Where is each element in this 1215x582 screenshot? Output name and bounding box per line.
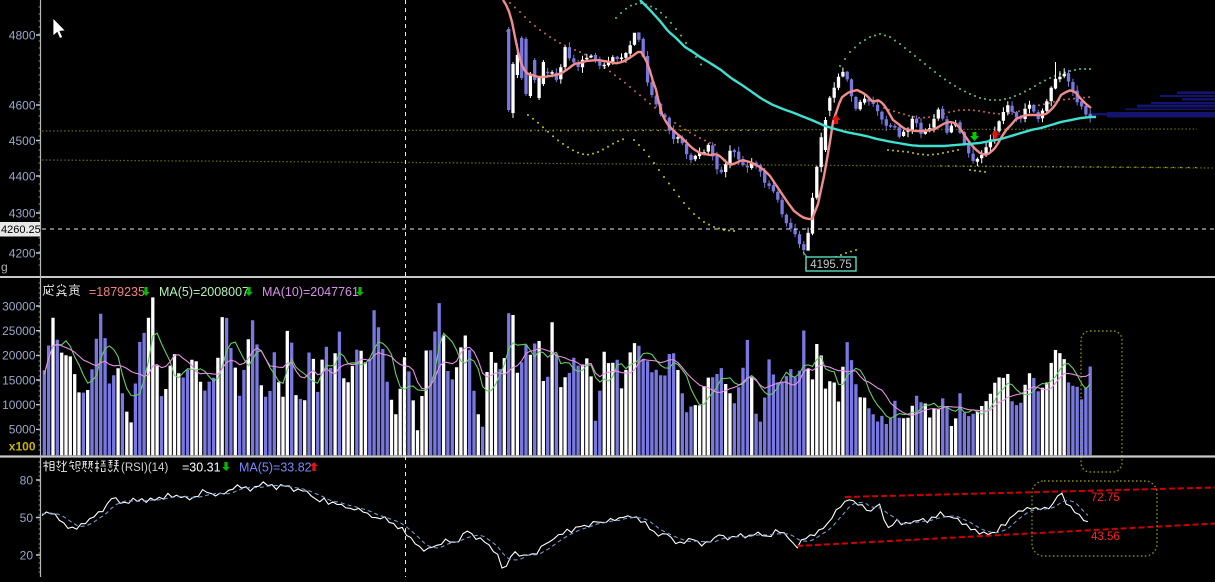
svg-text:MA(10)=2047761: MA(10)=2047761 <box>262 285 359 299</box>
svg-text:72.75: 72.75 <box>1091 492 1120 504</box>
svg-text:20: 20 <box>20 548 34 562</box>
svg-text:4600: 4600 <box>9 99 36 113</box>
svg-text:15000: 15000 <box>2 373 36 387</box>
svg-text:5000: 5000 <box>9 423 36 437</box>
svg-text:43.56: 43.56 <box>1091 531 1120 543</box>
svg-text:=1879235: =1879235 <box>89 285 145 299</box>
svg-text:25000: 25000 <box>2 324 36 338</box>
svg-text:4260.25: 4260.25 <box>1 224 41 236</box>
svg-text:4195.75: 4195.75 <box>810 259 852 271</box>
svg-text:10000: 10000 <box>2 398 36 412</box>
svg-text:80: 80 <box>20 473 34 487</box>
svg-text:50: 50 <box>20 511 34 525</box>
svg-text:MA(5)=2008007: MA(5)=2008007 <box>159 285 249 299</box>
svg-text:4400: 4400 <box>9 170 36 184</box>
svg-text:x100: x100 <box>9 440 36 454</box>
svg-text:4200: 4200 <box>9 247 36 261</box>
svg-text:4300: 4300 <box>9 207 36 221</box>
svg-text:20000: 20000 <box>2 349 36 363</box>
svg-text:MA(5)=33.82: MA(5)=33.82 <box>239 461 312 475</box>
svg-text:(RSI)(14): (RSI)(14) <box>121 462 168 474</box>
svg-text:g: g <box>1 260 8 274</box>
svg-text:30000: 30000 <box>2 300 36 314</box>
svg-text:4500: 4500 <box>9 134 36 148</box>
svg-text:=30.31: =30.31 <box>182 461 221 475</box>
svg-text:4800: 4800 <box>9 29 36 43</box>
